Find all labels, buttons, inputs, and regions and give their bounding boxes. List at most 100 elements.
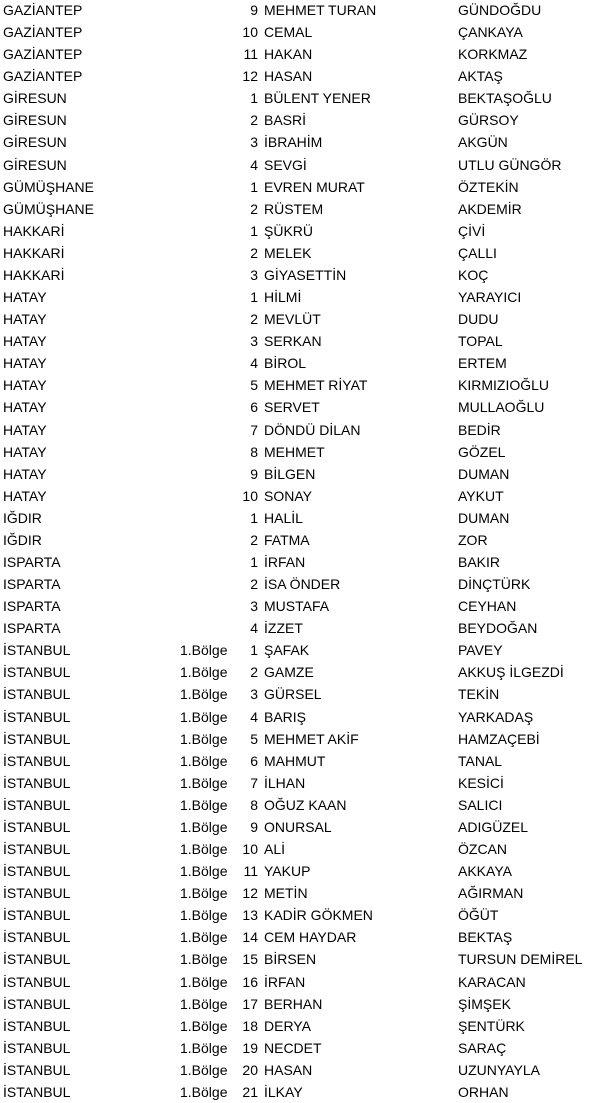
first-name-cell: ALİ	[264, 841, 286, 858]
first-name-cell: BERHAN	[264, 995, 323, 1012]
province-cell: GİRESUN	[3, 156, 67, 173]
province-cell: İSTANBUL	[3, 885, 71, 902]
first-name-cell: İRFAN	[264, 554, 306, 570]
first-name-cell: MAHMUT	[264, 752, 326, 769]
first-name-cell: GİYASETTİN	[264, 266, 347, 283]
last-name-cell: UZUNYAYLA	[458, 1061, 540, 1078]
region-cell: 1.Bölge	[180, 818, 228, 835]
first-name-cell: İZZET	[264, 620, 303, 637]
region-cell: 1.Bölge	[180, 796, 228, 813]
table-row: İSTANBUL 1.Bölge 18 DERYA ŞENTÜRK	[0, 1015, 600, 1037]
region-cell: 1.Bölge	[180, 1061, 228, 1078]
province-cell: İSTANBUL	[3, 951, 71, 968]
order-number-cell: 4	[250, 355, 258, 372]
first-name-cell: YAKUP	[264, 863, 311, 880]
province-cell: İSTANBUL	[3, 642, 71, 659]
last-name-cell: GÜNDOĞDU	[458, 2, 542, 18]
last-name-cell: BEKTAŞ	[458, 929, 513, 946]
order-number-cell: 2	[250, 311, 258, 328]
first-name-cell: ONURSAL	[264, 818, 332, 835]
last-name-cell: AKKAYA	[458, 863, 512, 880]
first-name-cell: BÜLENT YENER	[264, 90, 371, 107]
order-number-cell: 12	[242, 68, 258, 85]
table-row: İSTANBUL 1.Bölge 7 İLHAN KESİCİ	[0, 772, 600, 794]
order-number-cell: 3	[250, 598, 258, 615]
order-number-cell: 9	[250, 818, 258, 835]
first-name-cell: GÜRSEL	[264, 686, 322, 703]
province-cell: İSTANBUL	[3, 863, 71, 880]
last-name-cell: HAMZAÇEBİ	[458, 730, 540, 747]
province-cell: İSTANBUL	[3, 752, 71, 769]
first-name-cell: MEHMET TURAN	[264, 2, 377, 18]
last-name-cell: ZOR	[458, 531, 488, 548]
last-name-cell: BEYDOĞAN	[458, 620, 538, 637]
table-row: HATAY 10 SONAY AYKUT	[0, 485, 600, 507]
order-number-cell: 10	[242, 487, 258, 504]
region-cell: 1.Bölge	[180, 708, 228, 725]
first-name-cell: BİROL	[264, 355, 307, 372]
province-cell: HATAY	[3, 421, 47, 438]
region-cell: 1.Bölge	[180, 907, 228, 924]
province-cell: İSTANBUL	[3, 1083, 71, 1100]
last-name-cell: ÇANKAYA	[458, 24, 523, 41]
last-name-cell: AYKUT	[458, 487, 504, 504]
table-row: İSTANBUL 1.Bölge 19 NECDET SARAÇ	[0, 1037, 600, 1059]
last-name-cell: ŞİMŞEK	[458, 995, 511, 1012]
first-name-cell: FATMA	[264, 531, 310, 548]
last-name-cell: MULLAOĞLU	[458, 399, 545, 416]
region-cell: 1.Bölge	[180, 885, 228, 902]
table-row: İSTANBUL 1.Bölge 17 BERHAN ŞİMŞEK	[0, 993, 600, 1015]
last-name-cell: GÖZEL	[458, 443, 506, 460]
first-name-cell: BARIŞ	[264, 708, 307, 725]
province-cell: HAKKARİ	[3, 222, 65, 239]
order-number-cell: 10	[242, 24, 258, 41]
last-name-cell: ÇALLI	[458, 244, 497, 261]
first-name-cell: SONAY	[264, 487, 312, 504]
table-row: GİRESUN 1 BÜLENT YENER BEKTAŞOĞLU	[0, 87, 600, 109]
order-number-cell: 1	[250, 642, 258, 659]
table-row: HATAY 9 BİLGEN DUMAN	[0, 463, 600, 485]
order-number-cell: 8	[250, 443, 258, 460]
first-name-cell: BİRSEN	[264, 951, 317, 968]
table-row: ISPARTA 2 İSA ÖNDER DİNÇTÜRK	[0, 573, 600, 595]
province-cell: İSTANBUL	[3, 774, 71, 791]
table-row: İSTANBUL 1.Bölge 15 BİRSEN TURSUN DEMİREL	[0, 948, 600, 970]
province-cell: İSTANBUL	[3, 818, 71, 835]
first-name-cell: BİLGEN	[264, 465, 316, 482]
order-number-cell: 18	[242, 1017, 258, 1034]
table-row: HAKKARİ 3 GİYASETTİN KOÇ	[0, 264, 600, 286]
region-cell: 1.Bölge	[180, 664, 228, 681]
order-number-cell: 4	[250, 708, 258, 725]
order-number-cell: 2	[250, 531, 258, 548]
last-name-cell: ÖĞÜT	[458, 907, 499, 924]
last-name-cell: AKTAŞ	[458, 68, 503, 85]
region-cell: 1.Bölge	[180, 686, 228, 703]
first-name-cell: HALİL	[264, 509, 303, 526]
province-cell: HATAY	[3, 443, 47, 460]
province-cell: GÜMÜŞHANE	[3, 200, 95, 217]
order-number-cell: 15	[242, 951, 258, 968]
region-cell: 1.Bölge	[180, 774, 228, 791]
region-cell: 1.Bölge	[180, 841, 228, 858]
last-name-cell: AKDEMİR	[458, 200, 522, 217]
table-row: İSTANBUL 1.Bölge 4 BARIŞ YARKADAŞ	[0, 706, 600, 728]
last-name-cell: AKKUŞ İLGEZDİ	[458, 664, 564, 681]
last-name-cell: AKGÜN	[458, 134, 508, 151]
province-cell: İSTANBUL	[3, 1061, 71, 1078]
table-row: HATAY 3 SERKAN TOPAL	[0, 330, 600, 352]
province-cell: HATAY	[3, 333, 47, 350]
region-cell: 1.Bölge	[180, 1017, 228, 1034]
last-name-cell: ÇİVİ	[458, 222, 486, 239]
first-name-cell: MEHMET	[264, 443, 325, 460]
province-cell: GİRESUN	[3, 90, 67, 107]
province-cell: GİRESUN	[3, 112, 67, 129]
last-name-cell: KORKMAZ	[458, 46, 528, 63]
order-number-cell: 2	[250, 664, 258, 681]
table-row: HATAY 7 DÖNDÜ DİLAN BEDİR	[0, 419, 600, 441]
table-row: IĞDIR 1 HALİL DUMAN	[0, 507, 600, 529]
province-cell: HATAY	[3, 465, 47, 482]
order-number-cell: 12	[242, 885, 258, 902]
province-cell: İSTANBUL	[3, 995, 71, 1012]
province-cell: HATAY	[3, 377, 47, 394]
order-number-cell: 3	[250, 333, 258, 350]
